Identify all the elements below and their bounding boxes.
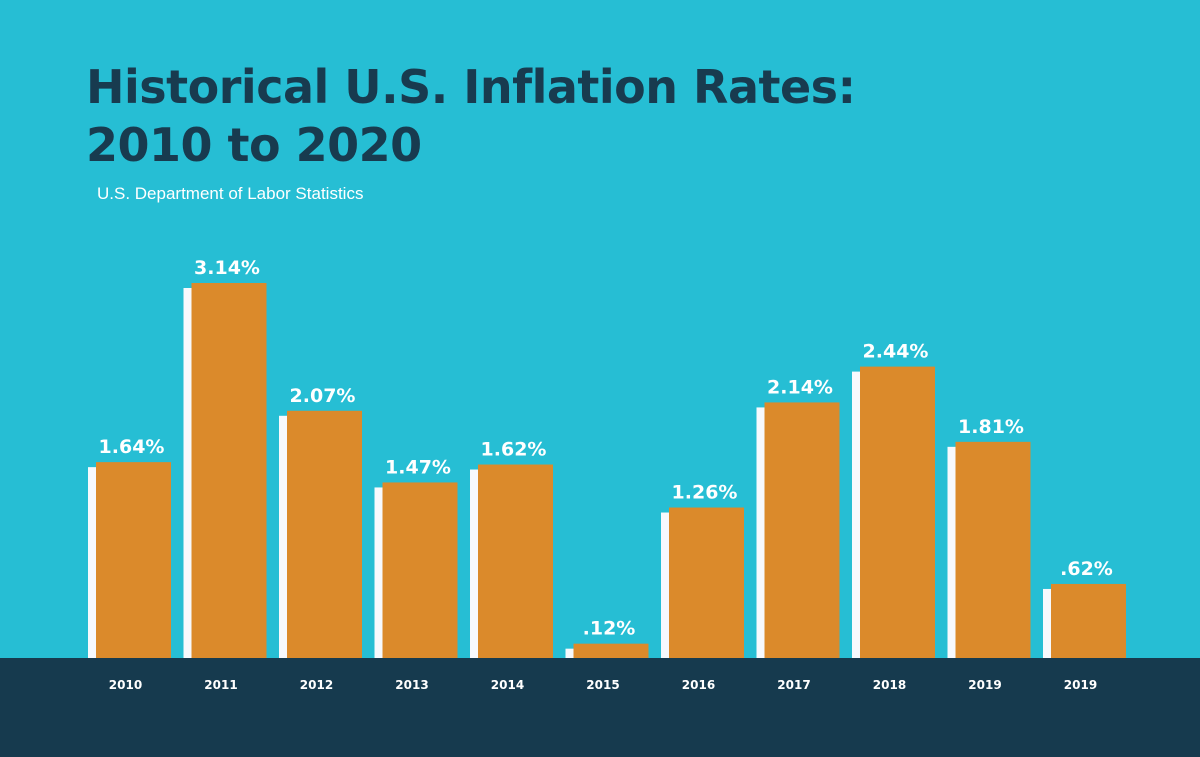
- title-line-2: 2010 to 2020: [86, 118, 422, 172]
- data-label: 2.44%: [863, 341, 929, 363]
- x-tick-label: 2014: [491, 678, 524, 692]
- x-tick-label: 2019: [968, 678, 1001, 692]
- bar: [764, 402, 840, 658]
- axis-footer-band: [0, 658, 1200, 757]
- x-tick-label: 2018: [873, 678, 906, 692]
- bar: [955, 441, 1031, 658]
- data-label: .62%: [1060, 558, 1113, 580]
- data-label: 1.26%: [672, 482, 738, 504]
- bar: [96, 462, 171, 658]
- data-label: 2.14%: [767, 376, 833, 398]
- bar: [191, 283, 267, 658]
- data-label: 1.47%: [385, 456, 451, 478]
- bar: [860, 366, 935, 658]
- title-line-1: Historical U.S. Inflation Rates:: [86, 60, 856, 114]
- x-tick-label: 2010: [109, 678, 142, 692]
- data-label: 3.14%: [194, 257, 260, 279]
- bar: [382, 482, 458, 658]
- data-label: 1.64%: [99, 436, 165, 458]
- x-tick-label: 2016: [682, 678, 715, 692]
- data-label: .12%: [583, 618, 636, 640]
- data-label: 1.62%: [481, 439, 547, 461]
- bar: [1051, 583, 1126, 658]
- bar: [669, 507, 744, 658]
- x-tick-label: 2012: [300, 678, 333, 692]
- x-tick-label: 2011: [204, 678, 237, 692]
- bar: [478, 464, 553, 658]
- chart-subtitle: U.S. Department of Labor Statistics: [97, 184, 364, 203]
- bar: [287, 410, 362, 658]
- x-tick-label: 2019: [1064, 678, 1097, 692]
- bar: [573, 643, 649, 658]
- x-tick-label: 2013: [395, 678, 428, 692]
- chart-title: Historical U.S. Inflation Rates: 2010 to …: [86, 58, 856, 174]
- data-label: 2.07%: [290, 385, 356, 407]
- x-tick-label: 2015: [586, 678, 619, 692]
- data-label: 1.81%: [958, 416, 1024, 438]
- x-tick-label: 2017: [777, 678, 810, 692]
